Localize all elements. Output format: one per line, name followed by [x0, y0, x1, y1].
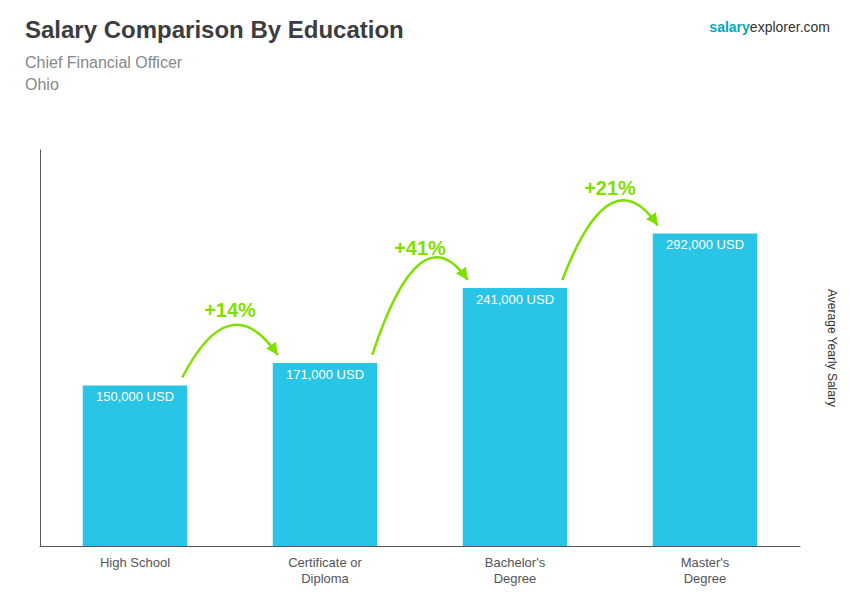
- svg-text:292,000 USD: 292,000 USD: [666, 237, 744, 252]
- svg-text:Degree: Degree: [494, 571, 537, 586]
- svg-text:Bachelor's: Bachelor's: [485, 555, 546, 570]
- svg-text:Salary Comparison By Education: Salary Comparison By Education: [25, 16, 404, 43]
- svg-text:explorer.com: explorer.com: [750, 19, 830, 35]
- svg-text:Degree: Degree: [684, 571, 727, 586]
- svg-text:salary: salary: [709, 19, 750, 35]
- svg-text:+41%: +41%: [394, 237, 446, 259]
- svg-text:Certificate or: Certificate or: [288, 555, 362, 570]
- svg-text:Diploma: Diploma: [301, 571, 349, 586]
- svg-text:High School: High School: [100, 555, 170, 570]
- svg-text:Chief Financial Officer: Chief Financial Officer: [25, 54, 183, 71]
- svg-text:Average Yearly Salary: Average Yearly Salary: [825, 289, 839, 407]
- svg-text:241,000 USD: 241,000 USD: [476, 292, 554, 307]
- svg-text:150,000 USD: 150,000 USD: [96, 389, 174, 404]
- svg-text:+14%: +14%: [204, 299, 256, 321]
- svg-text:Master's: Master's: [681, 555, 730, 570]
- svg-text:+21%: +21%: [584, 177, 636, 199]
- svg-text:171,000 USD: 171,000 USD: [286, 367, 364, 382]
- svg-text:Ohio: Ohio: [25, 76, 59, 93]
